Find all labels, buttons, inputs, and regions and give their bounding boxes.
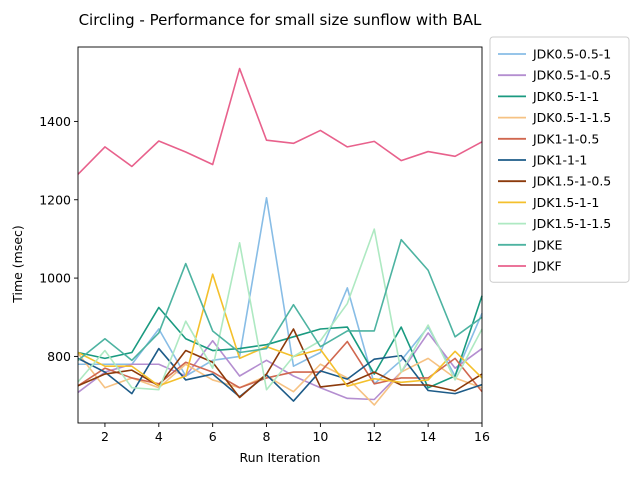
x-tick-label: 8 (263, 429, 271, 444)
axes-layer: 2 4 6 8 10 12 14 16 800 1000 1200 1400 (39, 46, 490, 444)
legend-label: JDK0.5-1-0.5 (532, 68, 611, 83)
series-line-6 (77, 347, 483, 402)
x-tick-label: 16 (474, 429, 490, 444)
y-tick-label: 800 (47, 349, 71, 364)
x-tick-label: 6 (209, 429, 217, 444)
x-tick-label: 10 (312, 429, 328, 444)
legend-label: JDKE (532, 237, 563, 252)
x-tick-label: 12 (366, 429, 382, 444)
y-axis-label: Time (msec) (10, 225, 25, 304)
series-line-4 (77, 352, 483, 406)
x-tick-label: 4 (155, 429, 163, 444)
y-tick-label: 1000 (39, 271, 71, 286)
series-line-5 (77, 340, 483, 393)
chart-title: Circling - Performance for small size su… (79, 11, 482, 29)
series-line-1 (78, 196, 483, 385)
legend-label: JDK0.5-1-1.5 (532, 110, 611, 125)
series-line-10 (77, 238, 483, 362)
legend-label: JDK0.5-0.5-1 (532, 47, 611, 62)
legend-label: JDK1.5-1-1.5 (532, 216, 611, 231)
legend-label: JDK1-1-0.5 (532, 131, 599, 146)
series-line-8 (77, 273, 483, 387)
series-line-2 (77, 332, 483, 401)
legend-box (489, 36, 630, 283)
plot-frame (77, 46, 483, 424)
legend-label: JDK0.5-1-1 (532, 89, 599, 104)
series-line-3 (77, 295, 483, 389)
y-tick-label: 1400 (39, 114, 71, 129)
y-tick-label: 1200 (39, 192, 71, 207)
series-line-11 (77, 67, 483, 175)
x-tick-label: 2 (101, 429, 109, 444)
series-layer (77, 67, 483, 406)
legend-label: JDK1-1-1 (532, 153, 587, 168)
x-axis-label: Run Iteration (240, 450, 321, 465)
series-line-9 (77, 228, 483, 391)
legend-label: JDK1.5-1-0.5 (532, 174, 611, 189)
legend: JDK0.5-0.5-1 JDK0.5-1-0.5 JDK0.5-1-1 JDK0.5… (489, 36, 630, 283)
legend-label: JDKF (532, 259, 562, 274)
legend-label: JDK1.5-1-1 (532, 195, 599, 210)
x-tick-label: 14 (420, 429, 436, 444)
